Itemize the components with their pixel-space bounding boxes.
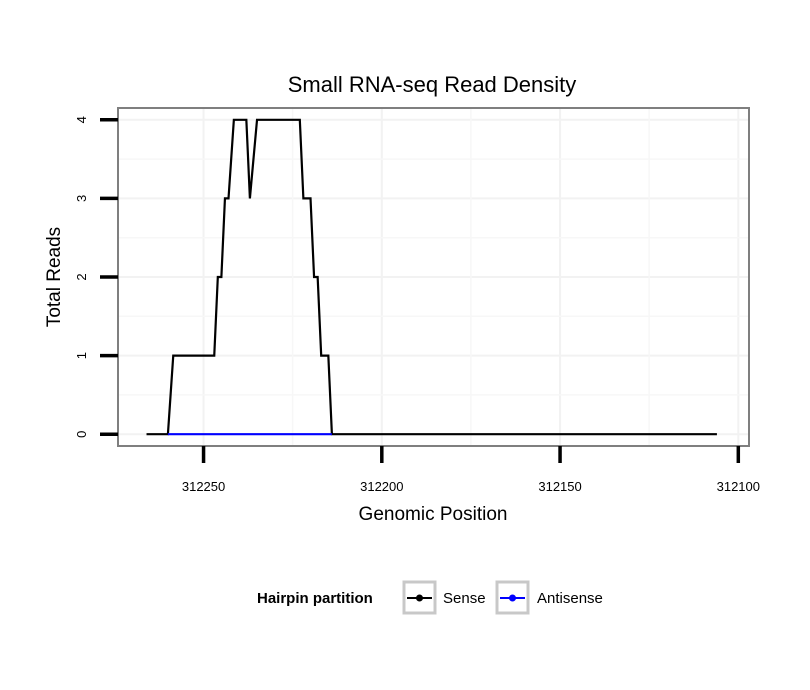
grid-lines: [118, 108, 749, 446]
y-tick-label: 3: [74, 195, 89, 202]
legend-item-sense[interactable]: Sense: [402, 580, 486, 615]
y-tick-label: 2: [74, 273, 89, 280]
y-tick-label: 4: [74, 116, 89, 123]
y-tick-label: 0: [74, 431, 89, 438]
chart-title: Small RNA-seq Read Density: [288, 72, 577, 97]
legend-key-antisense-point: [509, 594, 516, 602]
legend-title: Hairpin partition: [257, 590, 373, 607]
x-tick-label: 312100: [717, 479, 760, 494]
y-tick-label: 1: [74, 352, 89, 359]
x-tick-label: 312200: [360, 479, 403, 494]
legend-key-sense-point: [416, 594, 423, 602]
legend-label-antisense: Antisense: [537, 590, 603, 607]
legend-label-sense: Sense: [443, 590, 486, 607]
x-axis-title: Genomic Position: [359, 504, 508, 525]
y-axis: 0 1 2 3 4: [74, 116, 118, 438]
y-axis-title: Total Reads: [44, 227, 65, 327]
series-layer: [146, 118, 717, 436]
x-tick-label: 312150: [538, 479, 581, 494]
legend: Hairpin partition Sense Antisense: [257, 580, 603, 615]
x-axis: 312250 312200 312150 312100: [182, 446, 760, 494]
series-line-sense: [146, 118, 717, 436]
legend-item-antisense[interactable]: Antisense: [495, 580, 603, 615]
x-tick-label: 312250: [182, 479, 225, 494]
